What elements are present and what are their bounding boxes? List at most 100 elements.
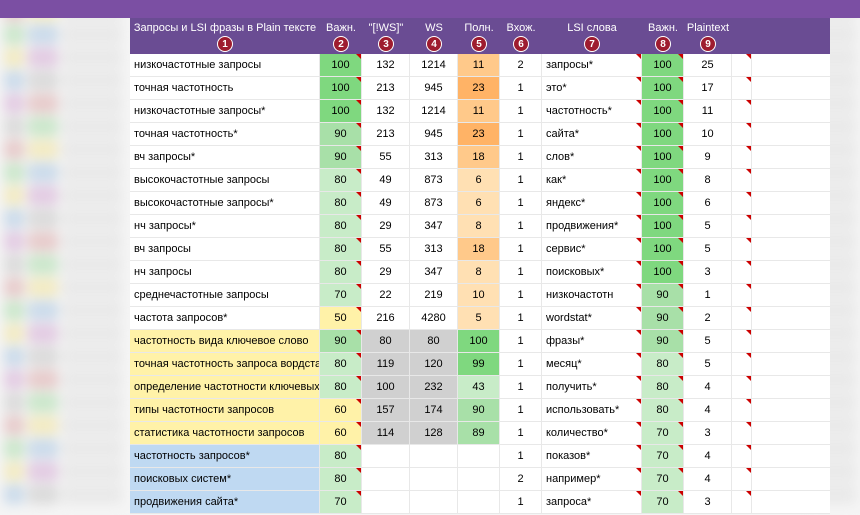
cell[interactable] <box>732 123 752 145</box>
cell[interactable] <box>458 491 500 513</box>
cell[interactable]: например* <box>542 468 642 490</box>
cell[interactable]: 1 <box>500 192 542 214</box>
cell[interactable]: 1 <box>500 307 542 329</box>
cell[interactable] <box>732 422 752 444</box>
cell[interactable]: 43 <box>458 376 500 398</box>
cell[interactable]: количество* <box>542 422 642 444</box>
table-row[interactable]: вч запросы*9055313181слов*1009 <box>130 146 830 169</box>
cell[interactable]: 22 <box>362 284 410 306</box>
column-header[interactable]: Вхож.6 <box>500 18 542 52</box>
cell[interactable]: 25 <box>684 54 732 76</box>
cell[interactable]: 90 <box>642 284 684 306</box>
cell[interactable]: 23 <box>458 77 500 99</box>
cell[interactable]: 17 <box>684 77 732 99</box>
cell[interactable]: 55 <box>362 146 410 168</box>
cell[interactable]: 80 <box>320 192 362 214</box>
cell[interactable]: 80 <box>320 215 362 237</box>
cell[interactable]: 213 <box>362 123 410 145</box>
cell[interactable]: 157 <box>362 399 410 421</box>
cell[interactable]: 1 <box>500 77 542 99</box>
cell[interactable]: 80 <box>362 330 410 352</box>
cell[interactable]: 90 <box>642 307 684 329</box>
cell[interactable]: 4 <box>684 376 732 398</box>
cell[interactable]: 80 <box>642 399 684 421</box>
cell[interactable]: 3 <box>684 261 732 283</box>
cell[interactable]: 99 <box>458 353 500 375</box>
cell[interactable]: 6 <box>458 192 500 214</box>
cell[interactable]: запроса* <box>542 491 642 513</box>
cell[interactable]: высокочастотные запросы* <box>130 192 320 214</box>
cell[interactable]: 873 <box>410 169 458 191</box>
column-header[interactable]: Важн.2 <box>320 18 362 52</box>
cell[interactable] <box>362 468 410 490</box>
cell[interactable] <box>732 215 752 237</box>
cell[interactable] <box>732 192 752 214</box>
cell[interactable]: 219 <box>410 284 458 306</box>
cell[interactable]: это* <box>542 77 642 99</box>
cell[interactable] <box>410 491 458 513</box>
cell[interactable]: wordstat* <box>542 307 642 329</box>
cell[interactable]: среднечастотные запросы <box>130 284 320 306</box>
table-row[interactable]: типы частотности запросов60157174901испо… <box>130 399 830 422</box>
cell[interactable]: 10 <box>458 284 500 306</box>
table-row[interactable]: частотность запросов*801показов*704 <box>130 445 830 468</box>
table-row[interactable]: точная частотность*90213945231сайта*1001… <box>130 123 830 146</box>
cell[interactable] <box>732 399 752 421</box>
cell[interactable]: 2 <box>500 468 542 490</box>
cell[interactable]: 119 <box>362 353 410 375</box>
cell[interactable]: 1214 <box>410 100 458 122</box>
cell[interactable]: 70 <box>642 422 684 444</box>
cell[interactable]: 29 <box>362 215 410 237</box>
cell[interactable]: 5 <box>458 307 500 329</box>
cell[interactable]: 347 <box>410 215 458 237</box>
cell[interactable]: 1 <box>500 146 542 168</box>
cell[interactable]: 174 <box>410 399 458 421</box>
cell[interactable]: 80 <box>410 330 458 352</box>
table-row[interactable]: продвижения сайта*701запроса*703 <box>130 491 830 514</box>
cell[interactable]: 80 <box>320 353 362 375</box>
cell[interactable]: 100 <box>320 54 362 76</box>
cell[interactable]: 945 <box>410 77 458 99</box>
cell[interactable]: 313 <box>410 146 458 168</box>
cell[interactable]: поисковых* <box>542 261 642 283</box>
cell[interactable]: 90 <box>320 330 362 352</box>
cell[interactable]: 5 <box>684 353 732 375</box>
cell[interactable]: 100 <box>642 123 684 145</box>
cell[interactable]: 60 <box>320 422 362 444</box>
cell[interactable]: показов* <box>542 445 642 467</box>
cell[interactable]: 1 <box>500 399 542 421</box>
cell[interactable]: получить* <box>542 376 642 398</box>
cell[interactable]: 213 <box>362 77 410 99</box>
cell[interactable]: 1 <box>684 284 732 306</box>
table-row[interactable]: определение частотности ключевых с801002… <box>130 376 830 399</box>
cell[interactable]: частотность вида ключевое слово <box>130 330 320 352</box>
cell[interactable]: определение частотности ключевых с <box>130 376 320 398</box>
table-row[interactable]: точная частотность100213945231это*10017 <box>130 77 830 100</box>
cell[interactable]: частота запросов* <box>130 307 320 329</box>
cell[interactable] <box>732 238 752 260</box>
table-row[interactable]: высокочастотные запросы804987361как*1008 <box>130 169 830 192</box>
cell[interactable]: 90 <box>458 399 500 421</box>
cell[interactable]: 60 <box>320 399 362 421</box>
cell[interactable]: 18 <box>458 146 500 168</box>
cell[interactable]: 9 <box>684 146 732 168</box>
cell[interactable]: 55 <box>362 238 410 260</box>
cell[interactable]: точная частотность запроса вордстат <box>130 353 320 375</box>
cell[interactable]: запросы* <box>542 54 642 76</box>
cell[interactable]: сервис* <box>542 238 642 260</box>
cell[interactable]: 90 <box>320 123 362 145</box>
cell[interactable]: использовать* <box>542 399 642 421</box>
cell[interactable]: 1 <box>500 491 542 513</box>
table-row[interactable]: частота запросов*50216428051wordstat*902 <box>130 307 830 330</box>
cell[interactable]: 100 <box>642 192 684 214</box>
table-row[interactable]: поисковых систем*802например*704 <box>130 468 830 491</box>
cell[interactable]: 313 <box>410 238 458 260</box>
column-header[interactable]: Полн.5 <box>458 18 500 52</box>
cell[interactable]: вч запросы* <box>130 146 320 168</box>
cell[interactable]: нч запросы* <box>130 215 320 237</box>
cell[interactable] <box>732 146 752 168</box>
cell[interactable]: 1 <box>500 422 542 444</box>
cell[interactable]: 1 <box>500 330 542 352</box>
cell[interactable]: 2 <box>684 307 732 329</box>
cell[interactable]: 5 <box>684 215 732 237</box>
